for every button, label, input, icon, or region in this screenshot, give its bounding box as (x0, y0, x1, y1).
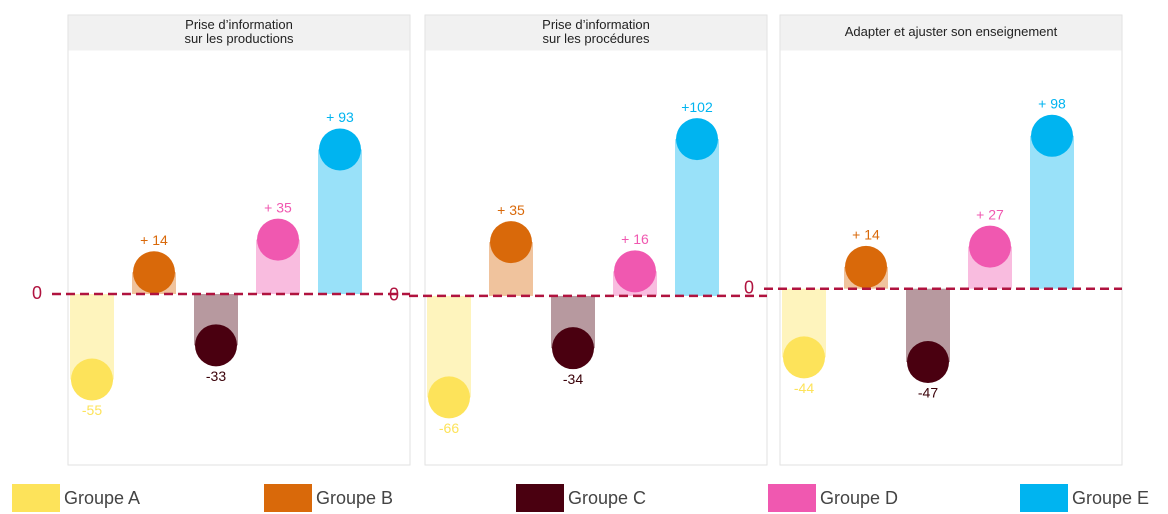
bar-dot (907, 341, 949, 384)
value-label: -34 (563, 371, 583, 387)
y-tick-label: 0 (389, 285, 399, 305)
y-tick-label: 0 (32, 283, 42, 303)
value-label: + 35 (264, 199, 292, 215)
bar-dot (257, 218, 299, 261)
bar (318, 149, 362, 295)
value-label: + 35 (497, 202, 525, 218)
bar-dot (845, 245, 887, 288)
panel (779, 14, 1123, 466)
legend-label: Groupe A (64, 488, 140, 508)
bar-dot (195, 324, 237, 367)
y-tick-label: 0 (744, 277, 754, 297)
bar-dot (969, 225, 1011, 268)
bar-dot (428, 376, 470, 419)
value-label: -66 (439, 420, 459, 436)
legend-label: Groupe C (568, 488, 646, 508)
value-label: -33 (206, 368, 226, 384)
bar (675, 139, 719, 296)
value-label: -55 (82, 402, 102, 418)
panel-title: Prise d’information (185, 17, 293, 32)
panel-title: sur les productions (184, 31, 294, 46)
legend-swatch (768, 484, 816, 512)
value-label: -44 (794, 380, 814, 396)
bar-dot (1031, 114, 1073, 157)
bar-dot (676, 118, 718, 161)
legend-label: Groupe B (316, 488, 393, 508)
panel-header (425, 15, 767, 51)
bar-dot (552, 327, 594, 370)
value-label: + 16 (621, 231, 649, 247)
legend-swatch (516, 484, 564, 512)
value-label: -47 (918, 385, 938, 401)
bar-dot (783, 336, 825, 379)
panel (424, 14, 768, 466)
panel (67, 14, 411, 466)
legend-label: Groupe E (1072, 488, 1149, 508)
bar (1030, 135, 1074, 289)
legend-label: Groupe D (820, 488, 898, 508)
value-label: + 27 (976, 206, 1004, 222)
panel-title: Adapter et ajuster son enseignement (845, 24, 1058, 39)
bar-dot (71, 358, 113, 401)
value-label: +102 (681, 99, 713, 115)
panel-header (68, 15, 410, 51)
panel-title: Prise d’information (542, 17, 650, 32)
bar-dot (614, 250, 656, 293)
bar-dot (319, 128, 361, 171)
bar-dot (133, 251, 175, 294)
value-label: + 14 (852, 227, 880, 243)
value-label: + 98 (1038, 96, 1066, 112)
legend-swatch (264, 484, 312, 512)
panel-header (780, 15, 1122, 51)
value-label: + 93 (326, 109, 354, 125)
legend-swatch (1020, 484, 1068, 512)
legend-swatch (12, 484, 60, 512)
panel-title: sur les procédures (543, 31, 650, 46)
bar-dot (490, 221, 532, 264)
value-label: + 14 (140, 232, 168, 248)
